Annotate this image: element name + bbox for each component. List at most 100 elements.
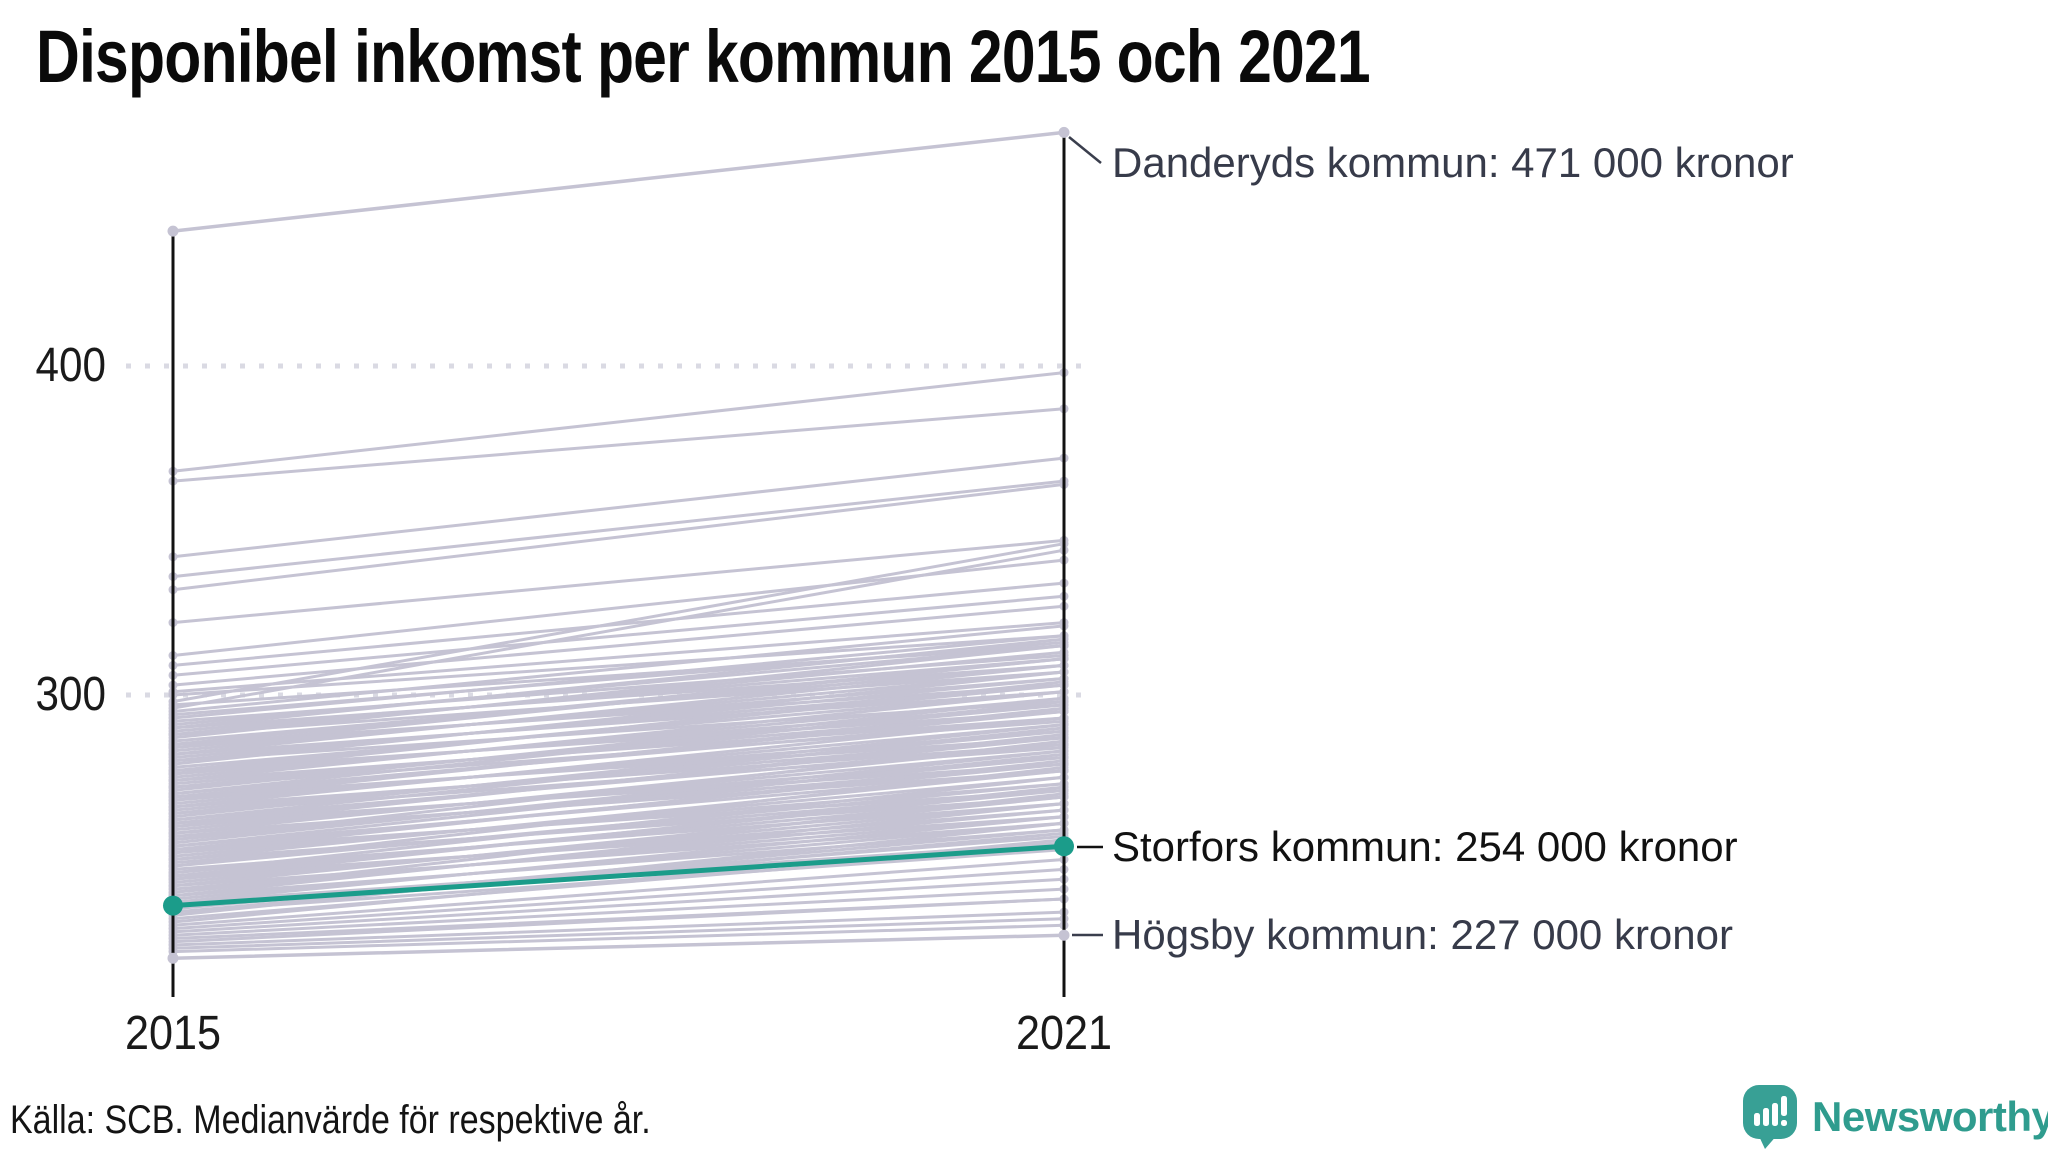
annotation-storfors: Storfors kommun: 254 000 kronor	[1112, 823, 1738, 870]
slope-line	[171, 723, 1066, 819]
slope-line	[171, 634, 1066, 697]
y-tick-400: 400	[35, 339, 106, 392]
slope-line	[171, 887, 1066, 937]
slope-line	[171, 700, 1066, 796]
slope-line	[171, 792, 1066, 894]
endpoint-dot	[167, 952, 179, 964]
slope-line	[171, 782, 1066, 855]
endpoint-dot	[1058, 126, 1070, 138]
slope-line	[171, 795, 1066, 888]
slope-line	[171, 479, 1066, 579]
slope-line	[171, 542, 1066, 704]
slope-line	[171, 683, 1066, 746]
slope-line	[171, 749, 1066, 845]
slope-line	[171, 762, 1066, 825]
slope-line	[171, 621, 1066, 694]
slope-line	[171, 703, 1066, 789]
slope-line	[171, 858, 1066, 927]
slope-line	[171, 371, 1066, 473]
slope-line	[171, 785, 1066, 881]
slope-line	[171, 716, 1066, 782]
slope-line	[171, 706, 1066, 802]
slope-line	[171, 802, 1066, 898]
x-tick-2015: 2015	[124, 1007, 222, 1060]
slope-line	[171, 808, 1066, 881]
slope-line	[171, 482, 1066, 592]
newsworthy-logo: Newsworthy	[1742, 1084, 2048, 1150]
slope-line	[171, 538, 1066, 625]
slope-line	[171, 752, 1066, 848]
slope-line	[171, 663, 1066, 756]
slope-line	[171, 808, 1066, 894]
annotation-hogsby: Högsby kommun: 227 000 kronor	[1112, 911, 1733, 958]
slope-line	[171, 769, 1066, 861]
slope-line	[171, 739, 1066, 842]
slope-line	[171, 644, 1066, 727]
slope-line	[171, 670, 1066, 766]
slope-line	[171, 910, 1066, 947]
slope-line	[171, 828, 1066, 898]
slope-line	[171, 815, 1066, 878]
endpoint-dot	[163, 895, 183, 916]
slope-line-labeled	[171, 130, 1066, 233]
slope-line	[171, 696, 1066, 779]
slope-line	[171, 821, 1066, 901]
endpoint-dot	[167, 225, 179, 237]
annotation-danderyd: Danderyds kommun: 471 000 kronor	[1112, 139, 1794, 186]
slope-line	[171, 690, 1066, 769]
slope-line	[171, 716, 1066, 809]
slope-line	[171, 456, 1066, 559]
slope-line	[171, 644, 1066, 740]
slope-line	[171, 736, 1066, 799]
labeled-slope-lines	[167, 126, 1070, 964]
slope-line	[171, 716, 1066, 796]
slope-line	[171, 637, 1066, 730]
slope-line-highlight	[170, 843, 1067, 909]
slope-line	[171, 594, 1066, 677]
background-slope-lines	[168, 368, 1069, 957]
slope-line	[171, 877, 1066, 934]
slope-line	[171, 838, 1066, 924]
x-tick-2021: 2021	[1015, 1007, 1113, 1060]
slope-line	[171, 657, 1066, 750]
slope-line	[171, 867, 1066, 931]
slope-line	[171, 802, 1066, 871]
slope-line	[171, 407, 1066, 483]
slope-line	[171, 548, 1066, 710]
slope-line	[171, 742, 1066, 835]
slope-line	[171, 677, 1066, 750]
slope-line	[171, 670, 1066, 753]
slope-line	[171, 775, 1066, 875]
slope-line	[171, 726, 1066, 822]
slope-line	[171, 663, 1066, 730]
slope-line	[171, 604, 1066, 687]
slope-line	[171, 650, 1066, 736]
slope-line	[171, 756, 1066, 842]
slope-line	[171, 677, 1066, 763]
slope-line	[171, 733, 1066, 829]
slope-line	[171, 917, 1066, 950]
connector-danderyd	[1068, 136, 1102, 164]
slope-line	[171, 729, 1066, 815]
endpoint-dot	[1058, 929, 1070, 941]
highlight-slope-line	[163, 836, 1074, 916]
endpoint-dot	[1054, 836, 1074, 857]
slope-line-labeled	[171, 933, 1066, 960]
slope-line	[171, 657, 1066, 733]
slope-line	[171, 696, 1066, 792]
annotation-connectors	[1068, 136, 1103, 937]
slope-line	[171, 765, 1066, 868]
chart-title: Disponibel inkomst per kommun 2015 och 2…	[36, 15, 1371, 98]
slope-line	[171, 815, 1066, 904]
slope-line	[171, 680, 1066, 776]
slope-line	[171, 624, 1066, 713]
slope-line	[171, 821, 1066, 917]
slope-line	[171, 710, 1066, 773]
slope-line	[171, 788, 1066, 852]
slope-line	[171, 690, 1066, 782]
newsworthy-wordmark: Newsworthy	[1812, 1093, 2048, 1140]
newsworthy-icon	[1743, 1085, 1797, 1149]
slope-line	[171, 759, 1066, 855]
y-tick-300: 300	[35, 668, 106, 721]
